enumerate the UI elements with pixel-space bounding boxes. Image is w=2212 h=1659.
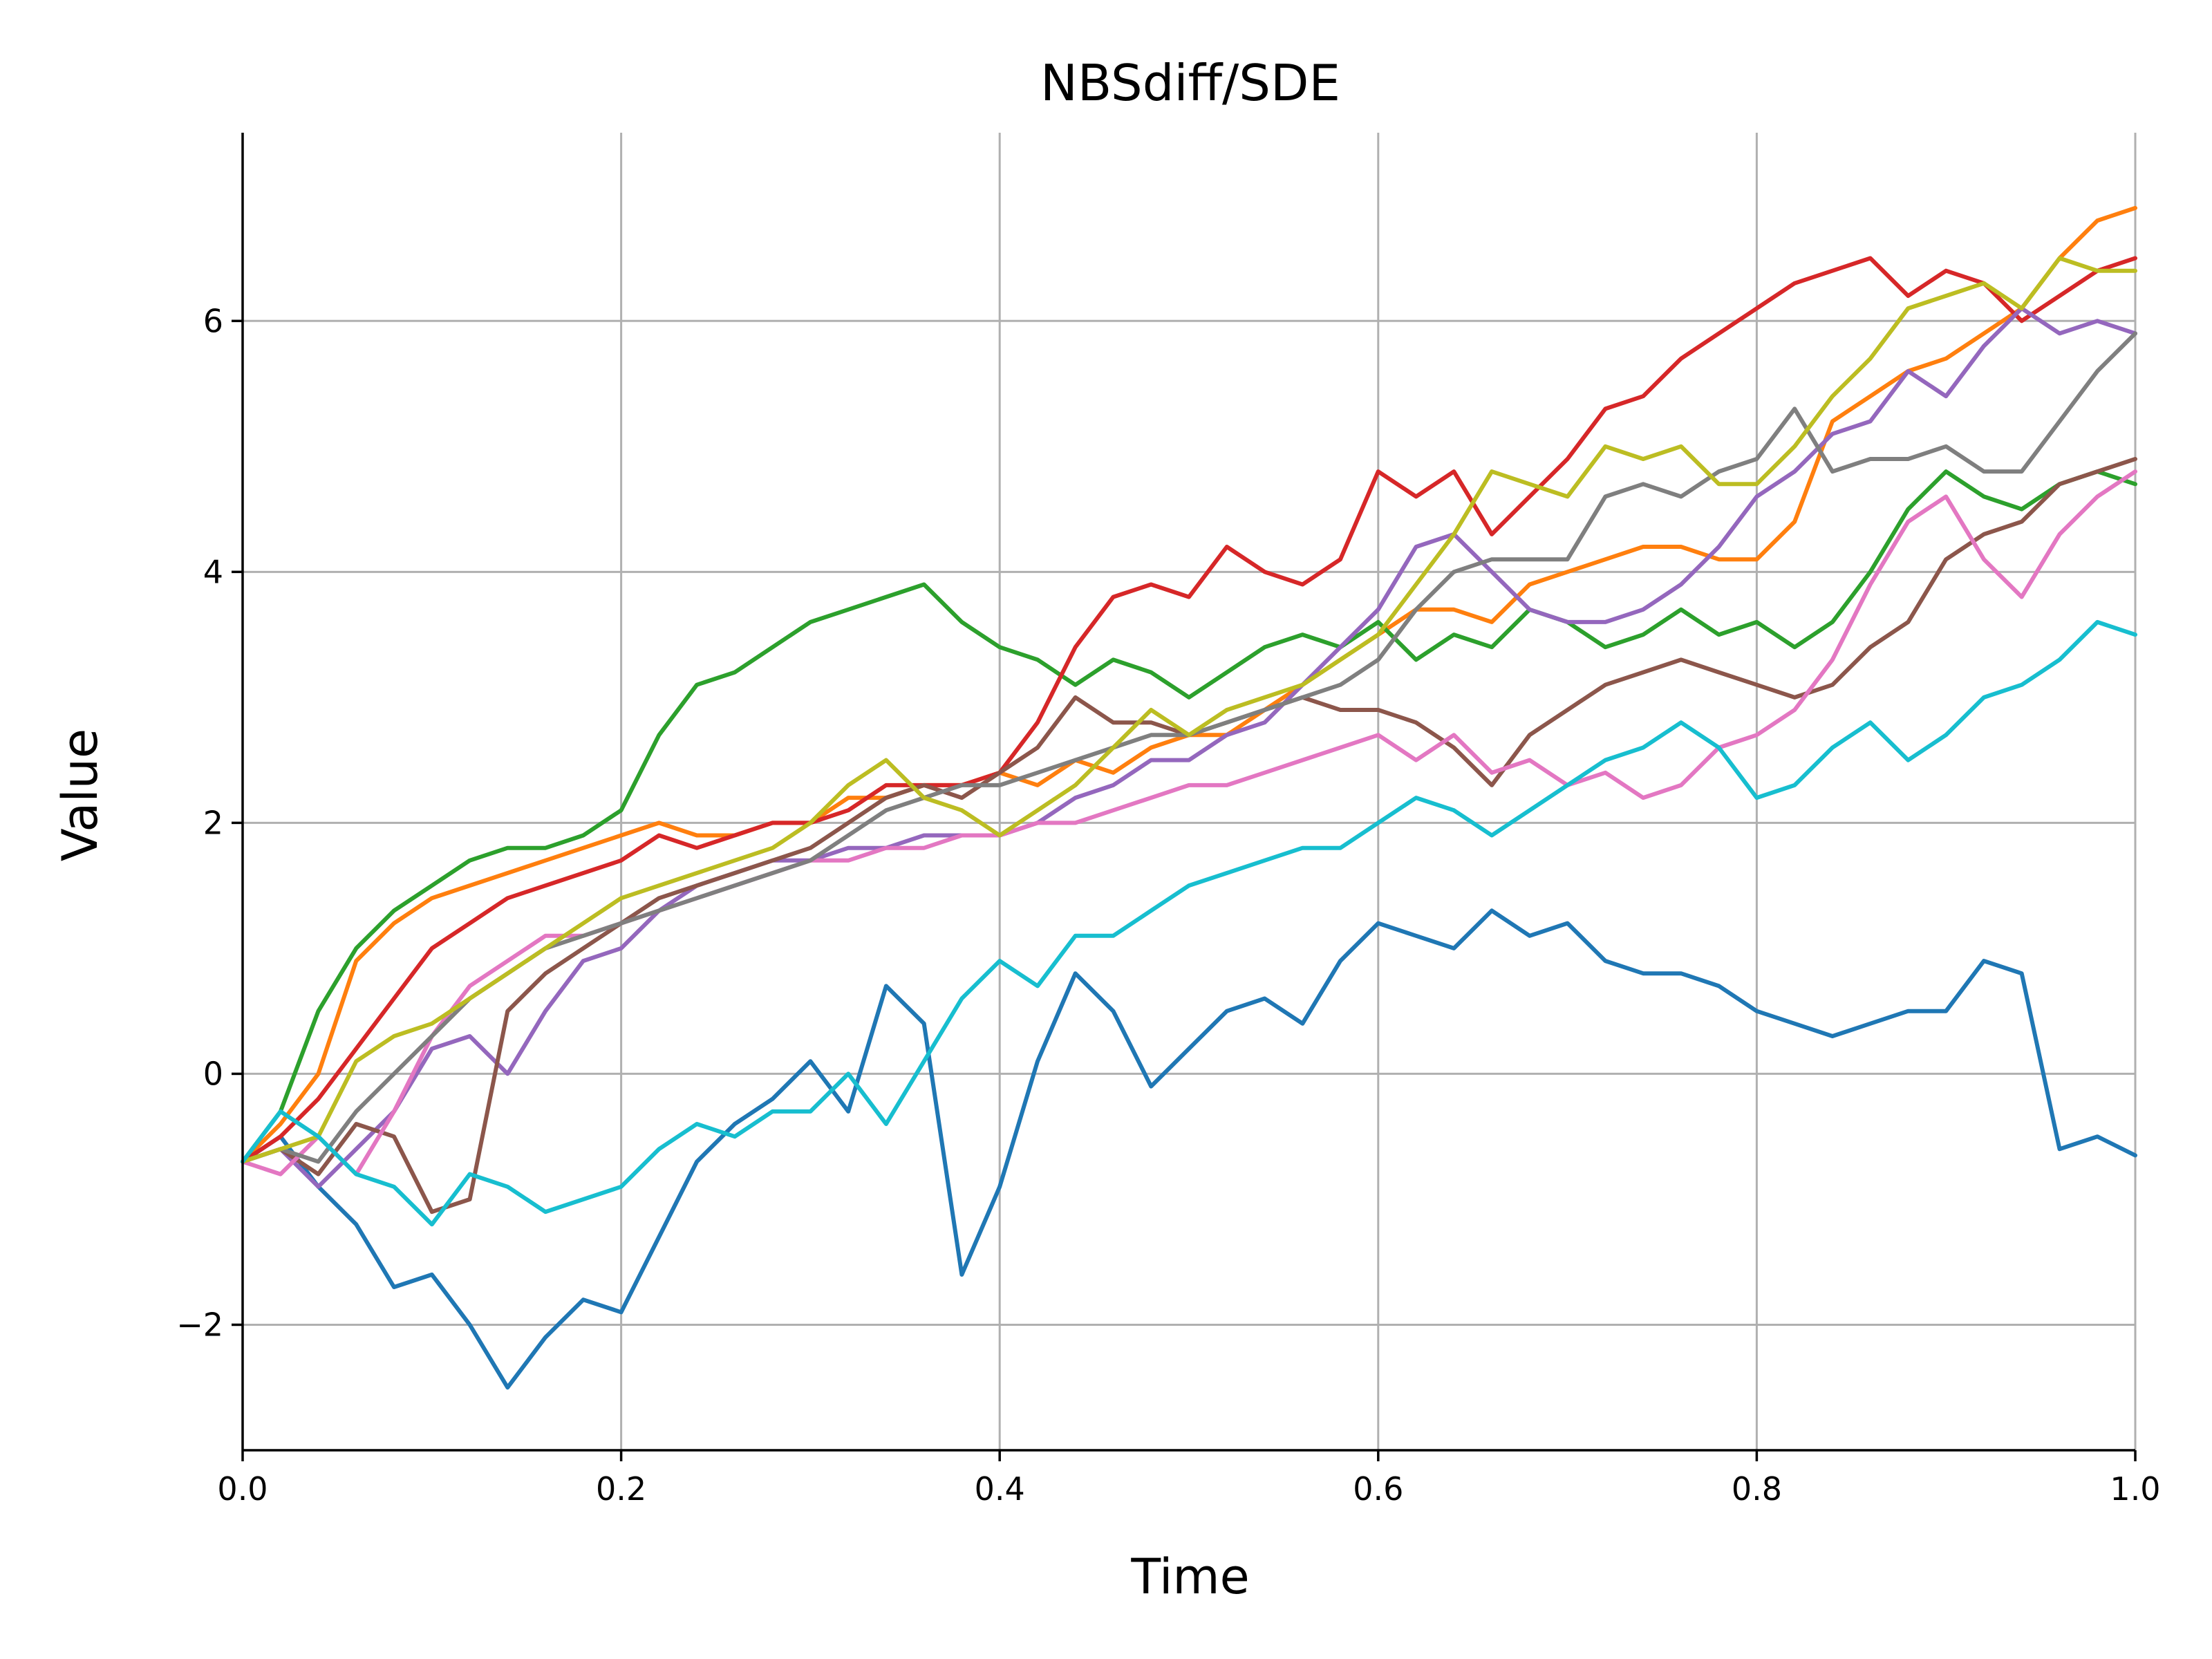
series-line-3: [241, 469, 2137, 1164]
axes: [232, 133, 2137, 1461]
y-tick-label: 0: [203, 1055, 223, 1092]
x-tick-label: 0.2: [596, 1470, 646, 1508]
series-line-1: [241, 908, 2137, 1390]
x-tick-label: 0.6: [1353, 1470, 1403, 1508]
series-line-9: [241, 256, 2137, 1164]
y-tick-label: 4: [203, 553, 223, 590]
y-tick-label: 6: [203, 302, 223, 339]
y-axis-label: Value: [52, 729, 109, 861]
series-line-8: [241, 331, 2137, 1164]
x-tick-label: 0.8: [1732, 1470, 1782, 1508]
series-line-10: [241, 619, 2137, 1227]
series-line-5: [241, 306, 2137, 1189]
chart-title: NBSdiff/SDE: [1040, 54, 1340, 112]
x-tick-label: 1.0: [2110, 1470, 2160, 1508]
x-tick-label: 0.0: [217, 1470, 268, 1508]
series-line-4: [241, 256, 2137, 1164]
series-line-7: [241, 469, 2137, 1177]
y-tick-label: −2: [176, 1306, 223, 1343]
series-line-2: [241, 205, 2137, 1164]
x-axis-label: Time: [1130, 1548, 1249, 1605]
tick-labels: 0.0 0.2 0.4 0.6 0.8 1.0 −2 0 2 4 6: [176, 302, 2160, 1508]
x-tick-label: 0.4: [975, 1470, 1025, 1508]
y-tick-label: 2: [203, 804, 223, 841]
series-group: [241, 205, 2137, 1390]
grid: [241, 133, 2137, 1450]
